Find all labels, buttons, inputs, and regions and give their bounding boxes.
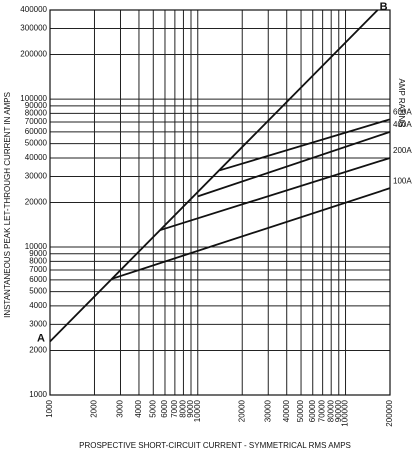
x-tick-label: 10000 bbox=[193, 399, 202, 422]
x-tick-label: 90000 bbox=[334, 399, 343, 422]
y-tick-label: 10000 bbox=[25, 242, 48, 251]
y-tick-label: 60000 bbox=[25, 127, 48, 136]
series-label: 200A bbox=[393, 146, 412, 155]
x-tick-label: 6000 bbox=[160, 399, 169, 417]
x-tick-label: 20000 bbox=[237, 399, 246, 422]
plot-frame bbox=[49, 9, 391, 396]
x-tick-label: 70000 bbox=[318, 399, 327, 422]
x-tick-label: 5000 bbox=[148, 399, 157, 417]
y-tick-label: 400000 bbox=[20, 5, 47, 14]
y-tick-label: 3000 bbox=[29, 320, 47, 329]
y-axis-title: INSTANTANEOUS PEAK LET-THROUGH CURRENT I… bbox=[3, 92, 12, 318]
y-tick-label: 100000 bbox=[20, 94, 47, 103]
series-label: 600A bbox=[393, 107, 412, 116]
y-tick-label: 200000 bbox=[20, 50, 47, 59]
series-label: 100A bbox=[393, 176, 412, 185]
x-tick-label: 40000 bbox=[282, 399, 291, 422]
y-tick-label: 9000 bbox=[29, 249, 47, 258]
x-tick-label: 2000 bbox=[90, 399, 99, 417]
y-tick-label: 80000 bbox=[25, 109, 48, 118]
x-tick-label: 200000 bbox=[385, 399, 394, 426]
annotation: B bbox=[380, 1, 388, 13]
y-tick-label: 90000 bbox=[25, 101, 48, 110]
y-tick-label: 300000 bbox=[20, 24, 47, 33]
x-tick-label: 50000 bbox=[296, 399, 305, 422]
y-tick-label: 8000 bbox=[29, 256, 47, 265]
y-tick-label: 7000 bbox=[29, 265, 47, 274]
y-tick-label: 40000 bbox=[25, 153, 48, 162]
x-tick-label: 4000 bbox=[134, 399, 143, 417]
series-line bbox=[219, 118, 391, 172]
series-label: 400A bbox=[393, 120, 412, 129]
y-tick-label: 50000 bbox=[25, 139, 48, 148]
x-axis-title: PROSPECTIVE SHORT-CIRCUIT CURRENT - SYMM… bbox=[79, 441, 351, 450]
series-line bbox=[159, 157, 391, 232]
x-tick-label: 1000 bbox=[45, 399, 54, 417]
x-tick-label: 9000 bbox=[186, 399, 195, 417]
y-tick-label: 20000 bbox=[25, 198, 48, 207]
y-tick-label: 4000 bbox=[29, 301, 47, 310]
x-tick-label: 3000 bbox=[116, 399, 125, 417]
y-tick-label: 70000 bbox=[25, 117, 48, 126]
x-tick-label: 100000 bbox=[341, 399, 350, 426]
x-tick-label: 60000 bbox=[308, 399, 317, 422]
y-tick-label: 30000 bbox=[25, 172, 48, 181]
y-tick-label: 1000 bbox=[29, 390, 47, 399]
x-tick-label: 30000 bbox=[263, 399, 272, 422]
series-line bbox=[111, 187, 391, 280]
y-tick-label: 2000 bbox=[29, 346, 47, 355]
series-line bbox=[49, 9, 379, 343]
y-tick-label: 5000 bbox=[29, 287, 47, 296]
annotation: A bbox=[37, 332, 45, 344]
x-tick-label: 7000 bbox=[170, 399, 179, 417]
x-tick-label: 80000 bbox=[326, 399, 335, 422]
x-tick-label: 8000 bbox=[179, 399, 188, 417]
series-line bbox=[197, 131, 391, 198]
y-tick-label: 6000 bbox=[29, 275, 47, 284]
legend-title: AMP RATING bbox=[397, 78, 406, 127]
